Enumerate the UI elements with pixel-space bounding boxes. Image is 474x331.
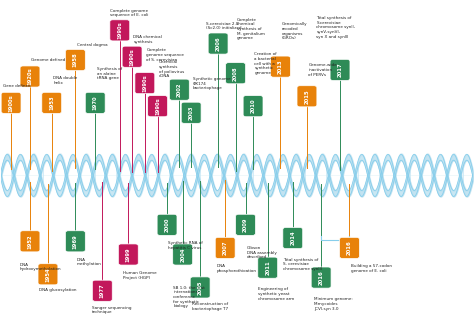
Text: Sanger sequencing
technique: Sanger sequencing technique — [92, 306, 131, 314]
Text: 1970: 1970 — [93, 96, 98, 110]
Text: Human Genome
Project (HGP): Human Genome Project (HGP) — [123, 271, 156, 280]
Text: SB 1.0: the first
international
conference
for synthetic
biology: SB 1.0: the first international conferen… — [173, 286, 205, 308]
Text: Genome-wide
inactivation
of PERVs: Genome-wide inactivation of PERVs — [309, 63, 337, 76]
FancyBboxPatch shape — [135, 72, 155, 94]
Text: 2016: 2016 — [347, 241, 352, 255]
FancyBboxPatch shape — [65, 231, 85, 252]
FancyBboxPatch shape — [1, 92, 21, 114]
Text: 2011: 2011 — [265, 260, 270, 275]
Text: 1920s: 1920s — [27, 68, 33, 85]
Text: Chemical
synthesis
of poliovirus
cDNA: Chemical synthesis of poliovirus cDNA — [159, 60, 184, 78]
Text: DNA chemical
synthesis: DNA chemical synthesis — [134, 35, 162, 44]
FancyBboxPatch shape — [271, 56, 291, 77]
Text: Total synthesis of
S. cerevisiae
chromosome synIII: Total synthesis of S. cerevisiae chromos… — [283, 258, 322, 271]
Text: Gene defined: Gene defined — [2, 84, 30, 88]
Text: 2010: 2010 — [251, 99, 255, 114]
Text: Creation of
a bacterial
cell with a
synthetic
genome: Creation of a bacterial cell with a synt… — [255, 52, 277, 75]
FancyBboxPatch shape — [173, 244, 192, 265]
Text: 2013: 2013 — [278, 59, 283, 74]
FancyBboxPatch shape — [236, 214, 255, 235]
Text: 2002: 2002 — [177, 82, 182, 97]
Text: 2016: 2016 — [319, 270, 324, 285]
Text: 2017: 2017 — [337, 63, 343, 77]
FancyBboxPatch shape — [283, 227, 303, 249]
Text: 1953: 1953 — [49, 96, 54, 110]
FancyBboxPatch shape — [148, 96, 167, 117]
FancyBboxPatch shape — [122, 46, 142, 67]
Text: 1990s: 1990s — [129, 48, 135, 66]
Text: Minimum genome:
M.mycoides
JCVI-syn 3.0: Minimum genome: M.mycoides JCVI-syn 3.0 — [314, 297, 353, 310]
Text: Genomically
recoded
organisms
(GROs): Genomically recoded organisms (GROs) — [282, 23, 308, 40]
Text: Reconstruction of
bacteriophage T7: Reconstruction of bacteriophage T7 — [191, 302, 228, 311]
FancyBboxPatch shape — [330, 59, 350, 80]
Text: DNA glucosylation: DNA glucosylation — [38, 288, 76, 292]
Text: 2009: 2009 — [243, 217, 248, 232]
FancyBboxPatch shape — [85, 92, 105, 114]
FancyBboxPatch shape — [42, 92, 62, 114]
Text: Complete
genome sequence
of S. cerevisiae: Complete genome sequence of S. cerevisia… — [146, 48, 184, 62]
Text: 1990s: 1990s — [117, 22, 122, 39]
Text: S.cerevisiae 2.0
(Sc2.0) initialized: S.cerevisiae 2.0 (Sc2.0) initialized — [206, 22, 242, 30]
Text: Genome defined: Genome defined — [31, 58, 66, 62]
FancyBboxPatch shape — [38, 264, 58, 285]
Text: Building a 57-codon
genome of E. coli: Building a 57-codon genome of E. coli — [351, 264, 392, 273]
FancyBboxPatch shape — [226, 63, 246, 84]
FancyBboxPatch shape — [157, 214, 177, 235]
Text: 2004: 2004 — [180, 247, 185, 262]
FancyBboxPatch shape — [181, 102, 201, 123]
Text: 1977: 1977 — [100, 283, 105, 298]
Text: 2014: 2014 — [290, 231, 295, 245]
Text: Synthesis of
an alaine
tRNA gene: Synthesis of an alaine tRNA gene — [97, 67, 122, 80]
Text: 2000: 2000 — [164, 217, 170, 232]
FancyBboxPatch shape — [20, 66, 40, 87]
FancyBboxPatch shape — [65, 49, 85, 71]
Text: 1969: 1969 — [73, 234, 78, 249]
Text: 1999: 1999 — [126, 247, 131, 262]
FancyBboxPatch shape — [92, 280, 112, 301]
FancyBboxPatch shape — [110, 20, 130, 41]
FancyBboxPatch shape — [311, 267, 331, 288]
FancyBboxPatch shape — [243, 96, 263, 117]
Text: DNA
phosphorothioation: DNA phosphorothioation — [217, 264, 257, 273]
Text: 1958: 1958 — [73, 53, 78, 68]
Text: 1954: 1954 — [46, 267, 50, 282]
FancyBboxPatch shape — [190, 277, 210, 298]
Text: Central dogma: Central dogma — [77, 43, 108, 47]
FancyBboxPatch shape — [208, 33, 228, 54]
Text: Complete genome
sequence of E. coli: Complete genome sequence of E. coli — [110, 9, 149, 17]
Text: Synthetic RNA of
hepatitis C virus: Synthetic RNA of hepatitis C virus — [168, 241, 203, 250]
FancyBboxPatch shape — [118, 244, 138, 265]
Text: Total synthesis of
S.cerevisiae
chromosome synII,
synV,synVI,
syn X and synIII: Total synthesis of S.cerevisiae chromoso… — [317, 16, 356, 39]
Text: 2015: 2015 — [304, 89, 310, 104]
Text: DNA
methylation: DNA methylation — [77, 258, 101, 266]
Text: Synthetic genome of
ΦX174
bacteriophage: Synthetic genome of ΦX174 bacteriophage — [192, 77, 236, 90]
Text: 2005: 2005 — [198, 280, 203, 295]
Text: 2007: 2007 — [223, 241, 228, 255]
Text: 1900s: 1900s — [9, 94, 14, 112]
Text: DNA
hydroxymethylation: DNA hydroxymethylation — [19, 263, 61, 271]
Text: 2003: 2003 — [189, 106, 194, 120]
Text: 1990s: 1990s — [142, 74, 147, 92]
Text: DNA double
helix: DNA double helix — [53, 76, 77, 85]
Text: 2006: 2006 — [216, 36, 220, 51]
FancyBboxPatch shape — [339, 237, 359, 259]
FancyBboxPatch shape — [20, 231, 40, 252]
FancyBboxPatch shape — [169, 79, 189, 100]
Text: Gibson
DNA assembly
described: Gibson DNA assembly described — [247, 246, 277, 260]
Text: Complete
chemical
synthesis of
M. genitalium
genome: Complete chemical synthesis of M. genita… — [237, 18, 265, 40]
Text: 1990s: 1990s — [155, 97, 160, 115]
FancyBboxPatch shape — [297, 86, 317, 107]
Text: 1952: 1952 — [27, 234, 33, 249]
Text: Engineering of
synthetic yeast
chromosome arm: Engineering of synthetic yeast chromosom… — [258, 287, 295, 301]
FancyBboxPatch shape — [215, 237, 235, 259]
Text: 2008: 2008 — [233, 66, 238, 80]
FancyBboxPatch shape — [258, 257, 278, 278]
